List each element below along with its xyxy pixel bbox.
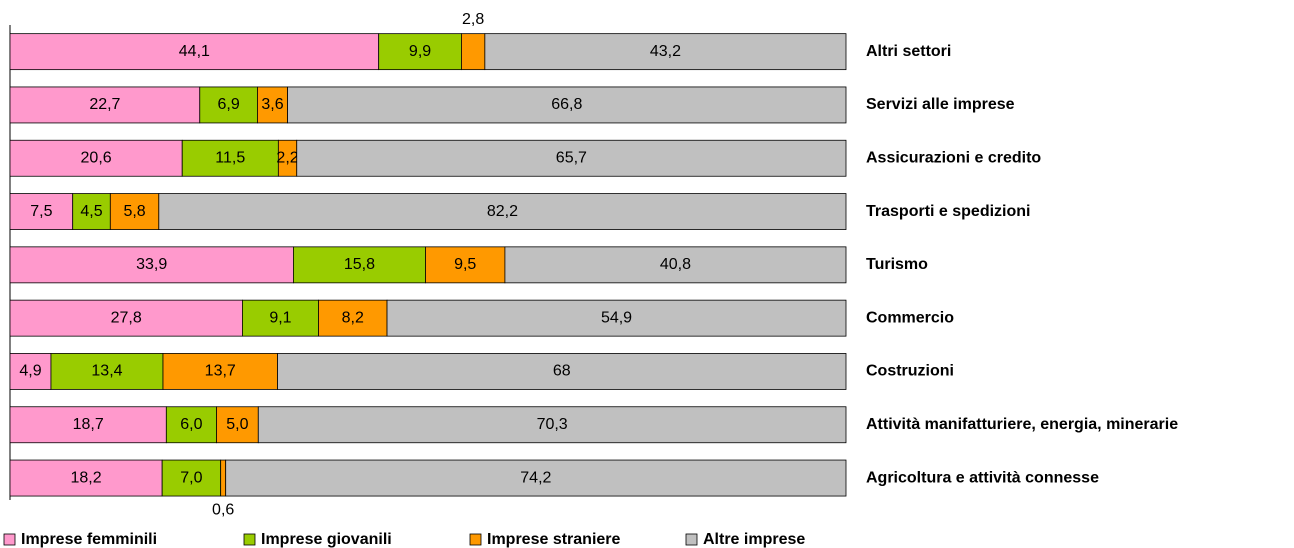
data-label: 27,8	[111, 309, 142, 326]
bar-segment	[318, 299, 388, 337]
category-label: Servizi alle imprese	[866, 96, 1015, 113]
data-label: 70,3	[537, 416, 568, 433]
data-label: 13,7	[205, 363, 236, 380]
bar-segment	[504, 246, 847, 284]
bar-segment	[162, 353, 278, 390]
bar-segment	[216, 406, 259, 444]
data-label: 65,7	[556, 149, 587, 166]
data-label: 20,6	[81, 149, 112, 166]
data-label: 4,9	[19, 363, 41, 380]
legend-swatch	[243, 533, 256, 546]
bar-segment	[257, 406, 847, 444]
data-label: 66,8	[551, 96, 582, 113]
legend-label: Imprese femminili	[21, 531, 157, 548]
bar-segment	[225, 459, 847, 497]
bar-segment	[9, 459, 163, 497]
bar-segment	[287, 86, 847, 124]
category-label: Trasporti e spedizioni	[866, 203, 1030, 220]
category-label: Agricoltura e attività connesse	[866, 469, 1099, 486]
bar-segment	[9, 406, 167, 444]
bar-segment	[9, 193, 74, 230]
legend-label: Imprese straniere	[487, 531, 621, 548]
data-label: 6,9	[217, 96, 239, 113]
bar-segment	[50, 353, 164, 390]
bar-segment	[461, 33, 486, 71]
bar-segment	[161, 459, 222, 497]
data-label: 43,2	[650, 43, 681, 60]
legend-label: Altre imprese	[703, 531, 805, 548]
data-label: 18,2	[71, 469, 102, 486]
data-label: 2,8	[462, 11, 484, 28]
bar-segment	[109, 193, 160, 230]
data-label: 9,1	[269, 309, 291, 326]
bar-segment	[9, 33, 380, 71]
data-label: 68	[553, 363, 571, 380]
data-label: 3,6	[261, 96, 283, 113]
data-label: 8,2	[342, 309, 364, 326]
data-label: 33,9	[136, 256, 167, 273]
bar-segment	[277, 353, 847, 390]
bar-segment	[220, 459, 227, 497]
category-label: Altri settori	[866, 43, 951, 60]
data-label: 13,4	[91, 363, 122, 380]
data-label: 44,1	[179, 43, 210, 60]
data-label: 15,8	[344, 256, 375, 273]
category-label: Attività manifatturiere, energia, minera…	[866, 416, 1178, 433]
category-label: Costruzioni	[866, 363, 954, 380]
bar-segment	[242, 299, 319, 337]
data-label: 40,8	[660, 256, 691, 273]
bar-segment	[484, 33, 847, 71]
category-label: Assicurazioni e credito	[866, 149, 1041, 166]
bar-segment	[9, 139, 183, 177]
data-label: 0,6	[212, 501, 234, 518]
data-label: 7,0	[180, 469, 202, 486]
data-label: 6,0	[180, 416, 202, 433]
legend-swatch	[469, 533, 482, 546]
data-label: 54,9	[601, 309, 632, 326]
category-label: Turismo	[866, 256, 928, 273]
legend-swatch	[685, 533, 698, 546]
bar-segment	[9, 299, 243, 337]
bar-segment	[72, 193, 111, 230]
bar-segment	[296, 139, 847, 177]
data-label: 22,7	[89, 96, 120, 113]
data-label: 9,5	[454, 256, 476, 273]
data-label: 11,5	[215, 149, 245, 166]
data-label: 5,8	[123, 203, 145, 220]
data-label: 82,2	[487, 203, 518, 220]
data-label: 2,2	[276, 149, 298, 166]
bar-segment	[386, 299, 847, 337]
bar-segment	[378, 33, 462, 71]
legend-label: Imprese giovanili	[261, 531, 392, 548]
data-label: 4,5	[80, 203, 102, 220]
data-label: 5,0	[226, 416, 248, 433]
bar-segment	[165, 406, 217, 444]
bar-segment	[158, 193, 847, 230]
data-label: 74,2	[520, 469, 551, 486]
category-label: Commercio	[866, 309, 954, 326]
data-label: 18,7	[73, 416, 104, 433]
bar-segment	[181, 139, 279, 177]
legend-swatch	[3, 533, 16, 546]
data-label: 9,9	[409, 43, 431, 60]
data-label: 7,5	[30, 203, 52, 220]
